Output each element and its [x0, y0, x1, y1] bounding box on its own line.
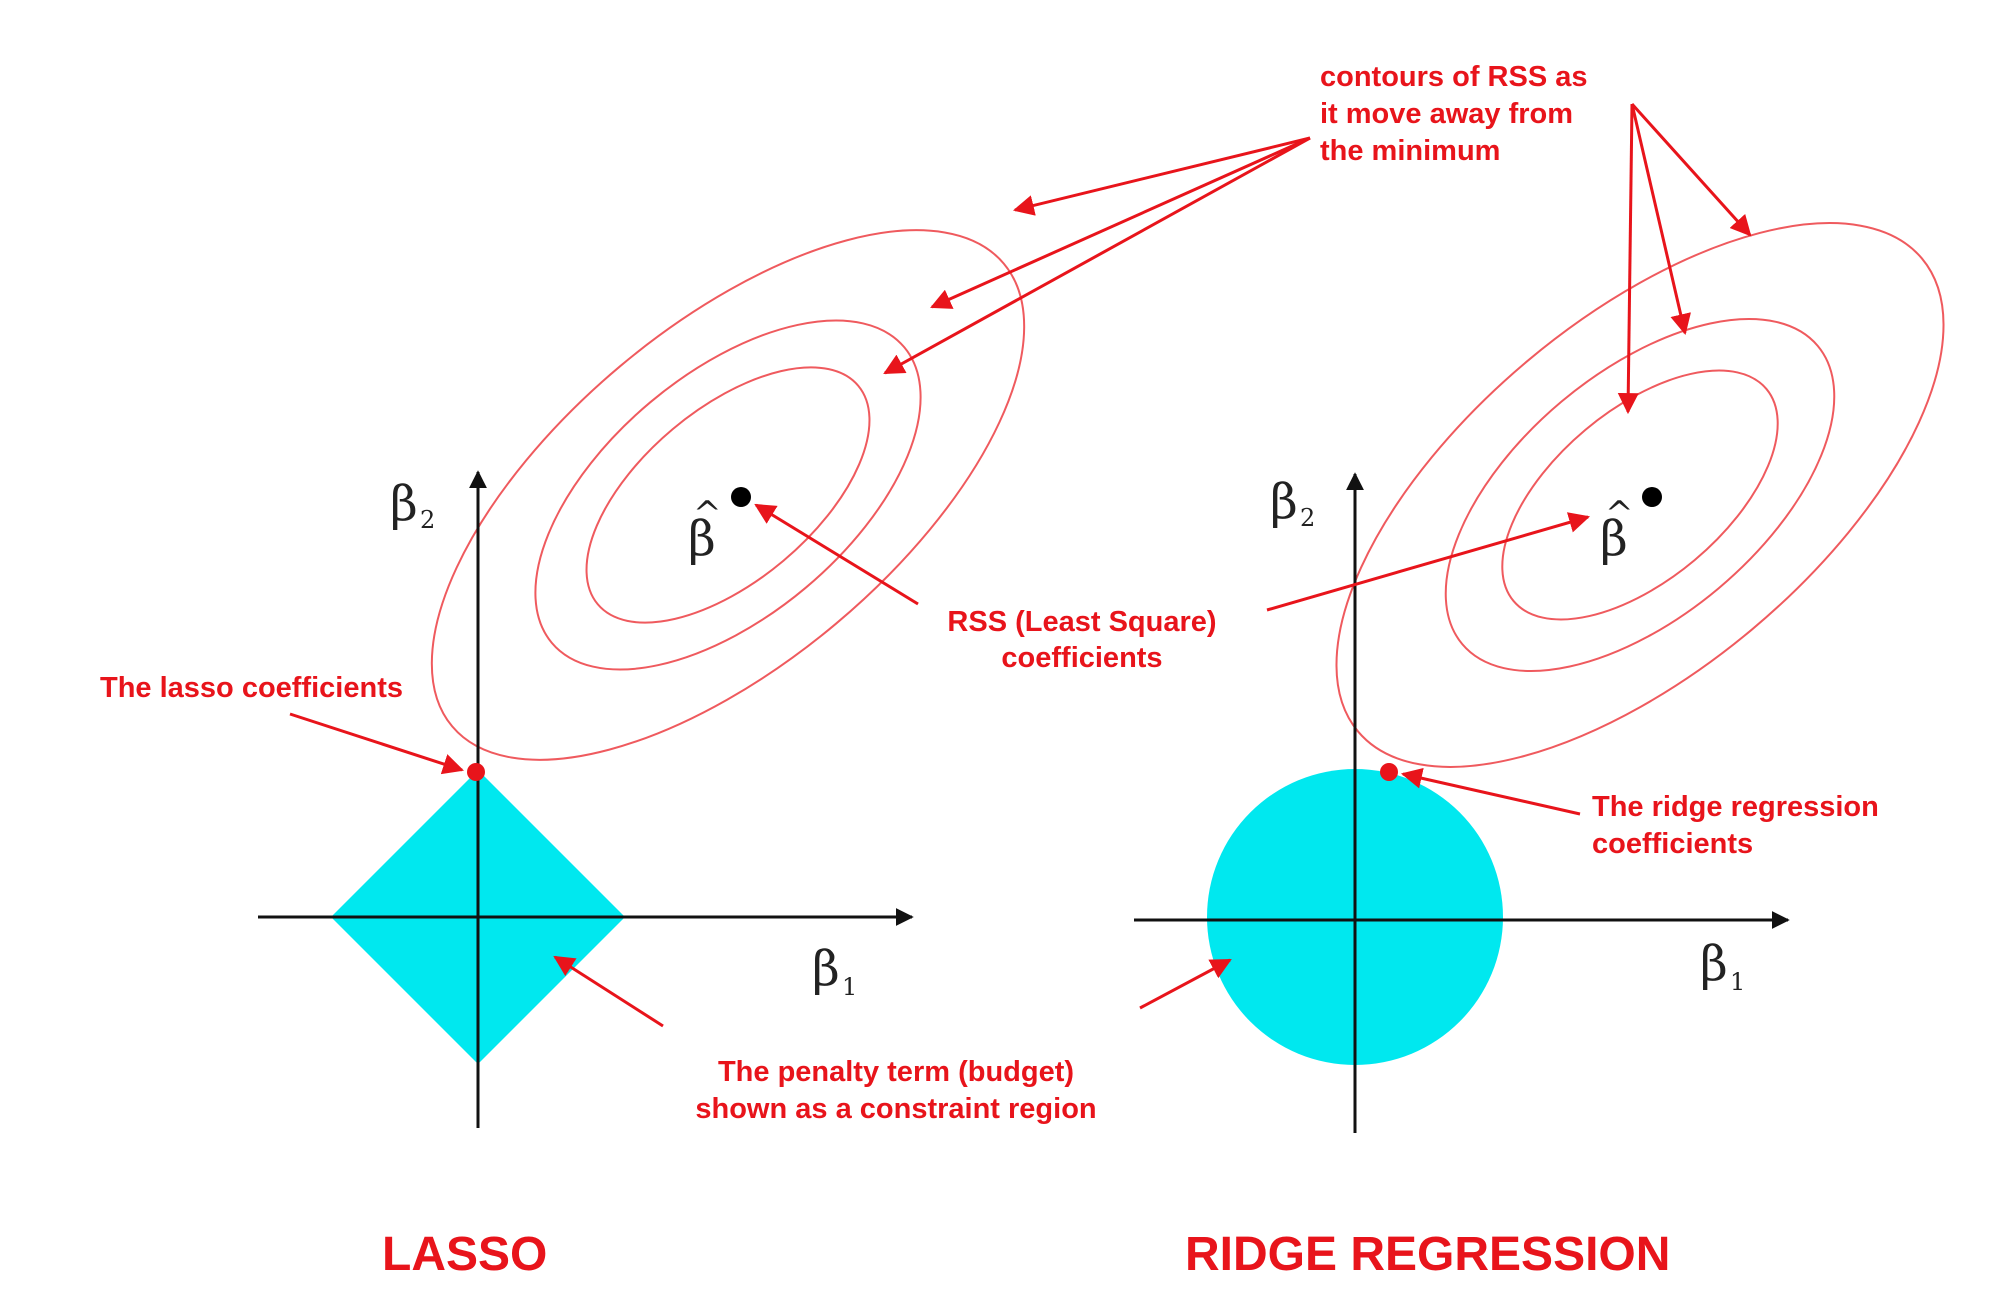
annotation-lasso-coef: The lasso coefficients	[100, 672, 403, 704]
lasso-x-axis-label: β	[812, 941, 840, 997]
lasso-contour-middle	[534, 319, 922, 671]
lasso-estimate-label: β	[688, 511, 716, 567]
ridge-contour-inner	[1501, 369, 1779, 621]
lasso-y-axis-sub: 2	[420, 506, 435, 534]
ridge-estimate-label: β	[1600, 511, 1628, 567]
lasso-coef-arrow	[289, 712, 464, 775]
lasso-panel: ^ β β 2 β 1 LASSO	[258, 229, 1026, 1281]
ridge-contour-middle	[1444, 318, 1836, 672]
lasso-coef-text: The lasso coefficients	[100, 672, 403, 704]
lasso-x-axis-sub: 1	[842, 973, 857, 1001]
penalty-text-line-2: shown as a constraint region	[695, 1093, 1096, 1125]
lasso-estimate-point	[731, 487, 751, 507]
annotation-arrows	[289, 102, 1752, 1028]
lasso-estimate-hat: ^	[693, 494, 722, 534]
ridge-y-axis-sub: 2	[1300, 504, 1315, 532]
ridge-estimate-point	[1642, 487, 1662, 507]
ridge-rss-contours	[1335, 222, 1945, 768]
contours-arrow-lasso-inner	[883, 136, 1311, 375]
lasso-contour-outer	[430, 229, 1026, 761]
ridge-title: RIDGE REGRESSION	[1185, 1228, 1670, 1281]
annotation-penalty: The penalty term (budget) shown as a con…	[695, 1056, 1096, 1125]
contours-text-line-2: it move away from	[1320, 98, 1573, 130]
annotation-contours: contours of RSS as it move away from the…	[1320, 61, 1588, 167]
annotation-rss: RSS (Least Square) coefficients	[947, 606, 1216, 674]
contours-text-line-3: the minimum	[1320, 135, 1500, 167]
lasso-solution-point	[467, 763, 485, 781]
ridge-y-axis-label: β	[1270, 474, 1298, 530]
lasso-y-axis-label: β	[390, 476, 418, 532]
ridge-coef-text-line-1: The ridge regression	[1592, 791, 1879, 823]
rss-arrow-lasso	[754, 503, 919, 606]
ridge-panel: ^ β β 2 β 1 RIDGE REGRESSION	[1134, 222, 1945, 1281]
rss-text-line-1: RSS (Least Square)	[947, 606, 1216, 638]
penalty-arrow-lasso	[553, 955, 664, 1028]
contours-arrow-ridge-middle	[1630, 103, 1691, 336]
penalty-text-line-1: The penalty term (budget)	[718, 1056, 1074, 1088]
contours-arrow-ridge-outer	[1630, 102, 1752, 237]
rss-arrow-ridge	[1266, 512, 1591, 612]
rss-text-line-2: coefficients	[1001, 642, 1162, 674]
lasso-rss-contours	[430, 229, 1026, 761]
contours-arrow-lasso-middle	[930, 136, 1311, 309]
ridge-solution-point	[1380, 763, 1398, 781]
penalty-arrow-ridge	[1139, 958, 1232, 1010]
contours-arrow-lasso-outer	[1012, 136, 1311, 216]
contours-arrow-ridge-inner	[1617, 103, 1639, 415]
ridge-coef-text-line-2: coefficients	[1592, 828, 1753, 860]
ridge-coef-arrow	[1400, 767, 1581, 816]
lasso-title: LASSO	[382, 1228, 547, 1281]
lasso-contour-inner	[585, 366, 871, 624]
ridge-x-axis-label: β	[1700, 936, 1728, 992]
contours-text-line-1: contours of RSS as	[1320, 61, 1588, 93]
annotation-ridge-coef: The ridge regression coefficients	[1592, 791, 1879, 860]
ridge-estimate-hat: ^	[1605, 494, 1634, 534]
ridge-contour-outer	[1335, 222, 1945, 768]
ridge-x-axis-sub: 1	[1730, 968, 1745, 996]
